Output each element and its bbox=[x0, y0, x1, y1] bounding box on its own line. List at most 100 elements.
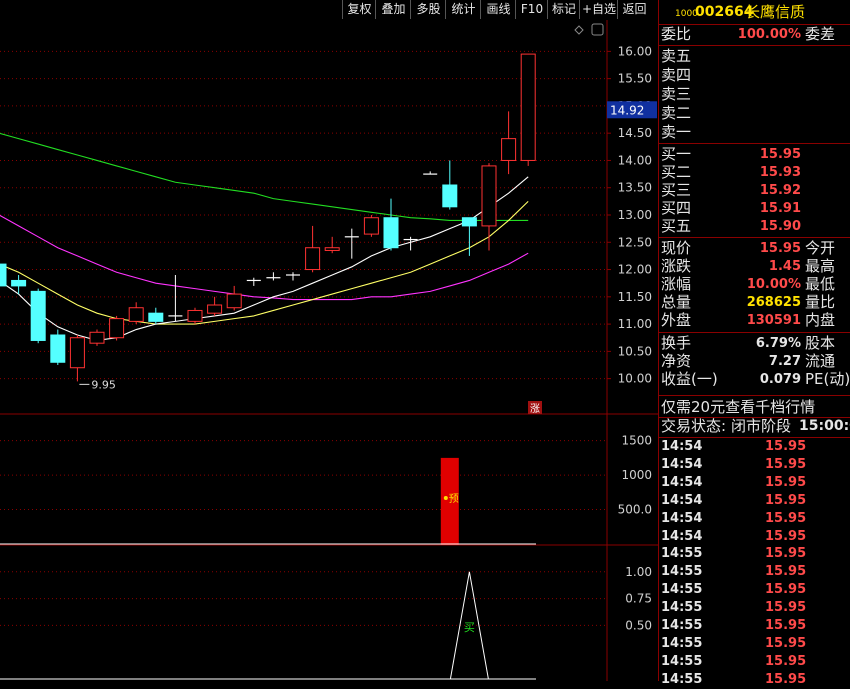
diamond-icon bbox=[574, 25, 584, 35]
candle-body bbox=[324, 247, 340, 251]
tick-row: 14:55 15.95 bbox=[659, 671, 850, 689]
stat-row-4-label2: 内盘 bbox=[805, 311, 836, 329]
tick-time: 14:55 bbox=[661, 564, 703, 580]
stock-header: 1000 002664 长鹰信质 bbox=[659, 3, 850, 22]
tick-time: 14:54 bbox=[661, 510, 703, 526]
candle-body bbox=[30, 290, 46, 341]
tick-price: 15.95 bbox=[765, 653, 807, 669]
tick-time: 14:54 bbox=[661, 456, 703, 472]
candlestick-chart[interactable]: 16.0015.5015.0014.5014.0013.5013.0012.50… bbox=[0, 20, 658, 681]
candle-body bbox=[520, 53, 536, 161]
stat-row-1-value: 1.45 bbox=[768, 259, 801, 274]
tick-row: 14:55 15.95 bbox=[659, 599, 850, 617]
toolbar-button-4[interactable]: 画线 bbox=[480, 0, 516, 19]
tick-time: 14:55 bbox=[661, 653, 703, 669]
tick-time: 14:54 bbox=[661, 492, 703, 508]
stat2-row-0-label: 换手 bbox=[661, 334, 692, 352]
volume-bar bbox=[440, 457, 459, 545]
tick-price: 15.95 bbox=[765, 564, 807, 580]
tick-row: 14:55 15.95 bbox=[659, 545, 850, 563]
indicator-signal-line bbox=[449, 571, 489, 680]
toolbar-button-0[interactable]: 复权 bbox=[342, 0, 376, 19]
buy-row-1: 买二 15.93 bbox=[659, 163, 850, 182]
stat-row-4-label: 外盘 bbox=[661, 311, 692, 329]
price-tick-label: 16.00 bbox=[618, 44, 652, 58]
volume-tick-label: 1000 bbox=[621, 468, 652, 482]
toolbar-button-8[interactable]: 返回 bbox=[617, 0, 651, 19]
tick-time: 14:55 bbox=[661, 600, 703, 616]
stat2-row-0-value: 6.79% bbox=[755, 336, 801, 351]
tick-time: 14:54 bbox=[661, 528, 703, 544]
sell-row-1: 卖四 bbox=[659, 66, 850, 85]
stat-row-0: 现价 15.95 今开 bbox=[659, 239, 850, 258]
stock-code[interactable]: 002664 bbox=[695, 4, 754, 20]
tick-row: 14:54 15.95 bbox=[659, 492, 850, 510]
toolbar-button-2[interactable]: 多股 bbox=[410, 0, 446, 19]
candle-body bbox=[0, 263, 7, 287]
candle-body bbox=[442, 184, 458, 208]
stat2-row-2-value: 0.079 bbox=[759, 372, 801, 387]
tick-price: 15.95 bbox=[765, 546, 807, 562]
status-time: 15:00:00 bbox=[799, 418, 850, 434]
current-price-label: 14.92 bbox=[610, 103, 644, 117]
buy-row-0-value: 15.95 bbox=[759, 147, 801, 162]
toolbar-button-6[interactable]: 标记 bbox=[547, 0, 580, 19]
stat-row-0-label: 现价 bbox=[661, 239, 692, 257]
price-tick-label: 11.50 bbox=[618, 290, 652, 304]
candle-body bbox=[128, 307, 144, 322]
tick-time: 14:54 bbox=[661, 439, 703, 454]
price-tick-label: 13.00 bbox=[618, 208, 652, 222]
ma-white-line bbox=[0, 176, 529, 342]
tick-row: 14:55 15.95 bbox=[659, 617, 850, 635]
stat-row-4-value: 130591 bbox=[746, 313, 801, 328]
buy-row-1-label: 买二 bbox=[661, 163, 692, 181]
candle-body bbox=[69, 337, 85, 369]
buy-row-0: 买一 15.95 bbox=[659, 145, 850, 164]
promo-text[interactable]: 仅需20元查看千档行情 bbox=[661, 398, 816, 416]
tick-price: 15.95 bbox=[765, 474, 807, 490]
tick-row: 14:54 15.95 bbox=[659, 474, 850, 492]
tick-price: 15.95 bbox=[765, 456, 807, 472]
price-tick-label: 14.00 bbox=[618, 153, 652, 167]
stat2-row-0: 换手 6.79% 股本 bbox=[659, 334, 850, 353]
weibi-label: 委比 bbox=[661, 25, 692, 43]
toolbar-button-5[interactable]: F10 bbox=[515, 0, 548, 19]
panel-toggle-icon bbox=[591, 23, 604, 36]
stock-name[interactable]: 长鹰信质 bbox=[745, 3, 806, 21]
tick-row: 14:54 15.95 bbox=[659, 528, 850, 546]
price-tick-label: 13.50 bbox=[618, 181, 652, 195]
indicator-tick-label: 0.50 bbox=[625, 618, 652, 632]
sell-row-2-label: 卖三 bbox=[661, 85, 692, 103]
promo-row[interactable]: 仅需20元查看千档行情 bbox=[659, 398, 850, 417]
candle-body bbox=[501, 138, 517, 161]
weibi-row: 委比 100.00% 委差 bbox=[659, 25, 850, 44]
stat-row-3-label: 总量 bbox=[661, 293, 692, 311]
quote-panel: 1000 002664 长鹰信质 委比 100.00% 委差 卖五 卖四 卖三 卖二卖… bbox=[658, 0, 850, 687]
tick-price: 15.95 bbox=[765, 528, 807, 544]
limit-up-badge: 涨 bbox=[530, 403, 540, 415]
volume-tick-label: 500.0 bbox=[618, 503, 652, 517]
status-row: 交易状态: 闭市阶段 15:00:00 bbox=[659, 417, 850, 436]
buy-row-2-value: 15.92 bbox=[759, 183, 801, 198]
low-marker-label: 9.95 bbox=[91, 378, 116, 391]
candle-body bbox=[461, 217, 477, 227]
candle-body bbox=[50, 334, 66, 363]
weicha-label: 委差 bbox=[805, 25, 836, 43]
status-label: 交易状态: bbox=[661, 417, 727, 435]
tick-time: 14:55 bbox=[661, 582, 703, 598]
stat2-row-2: 收益(一) 0.079 PE(动) bbox=[659, 370, 850, 389]
toolbar-button-3[interactable]: 统计 bbox=[445, 0, 481, 19]
toolbar-button-1[interactable]: 叠加 bbox=[375, 0, 411, 19]
sell-row-0-label: 卖五 bbox=[661, 47, 692, 65]
status-value: 闭市阶段 bbox=[731, 417, 792, 435]
tick-row: 14:54 15.95 bbox=[659, 456, 850, 474]
stat2-row-1-label: 净资 bbox=[661, 352, 692, 370]
buy-row-1-value: 15.93 bbox=[759, 165, 801, 180]
volume-tick-label: 1500 bbox=[621, 434, 652, 448]
stat-row-0-label2: 今开 bbox=[805, 239, 836, 257]
price-tick-label: 10.00 bbox=[618, 372, 652, 386]
ma-yellow-line bbox=[0, 200, 529, 325]
tick-time: 14:55 bbox=[661, 635, 703, 651]
stat-row-2: 涨幅 10.00% 最低 bbox=[659, 275, 850, 294]
toolbar-button-7[interactable]: +自选 bbox=[579, 0, 618, 19]
